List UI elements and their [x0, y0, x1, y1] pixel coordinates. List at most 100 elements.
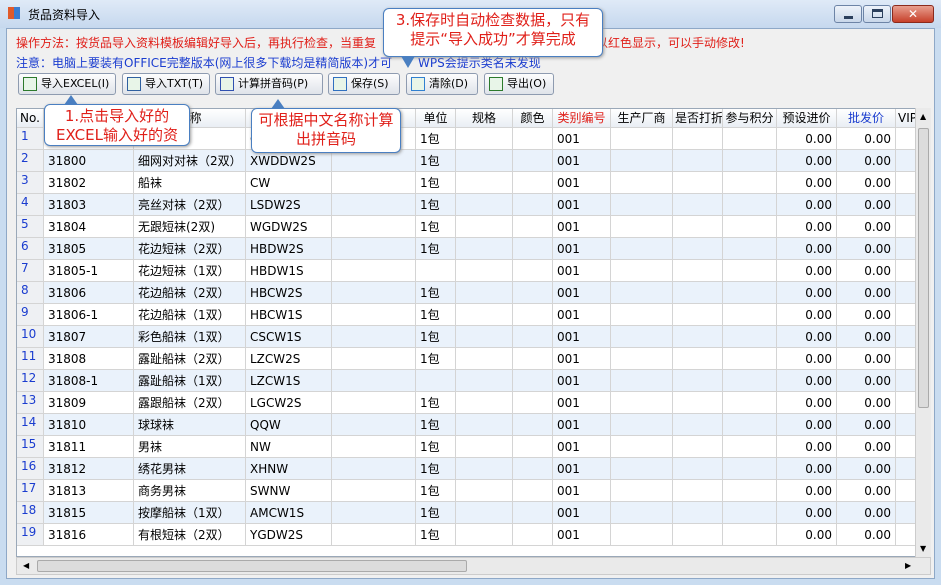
- close-button[interactable]: ✕: [892, 5, 934, 23]
- toolbar-button[interactable]: 导入EXCEL(I): [18, 73, 116, 95]
- toolbar-button[interactable]: 导入TXT(T): [122, 73, 210, 95]
- minimize-button[interactable]: [834, 5, 862, 23]
- table-cell: 001: [553, 304, 611, 326]
- window-title: 货品资料导入: [28, 8, 101, 22]
- table-cell: 1包: [416, 194, 456, 216]
- column-header[interactable]: 参与积分: [723, 109, 777, 128]
- table-cell: 球球袜: [134, 414, 246, 436]
- table-row[interactable]: [44, 436, 930, 458]
- table-row[interactable]: [44, 414, 930, 436]
- table-cell: 绣花男袜: [134, 458, 246, 480]
- table-cell: 31806-1: [44, 304, 134, 326]
- table-cell: 31813: [44, 480, 134, 502]
- table-cell: 0.00: [837, 326, 896, 348]
- table-cell: 001: [553, 458, 611, 480]
- table-cell: 31808-1: [44, 370, 134, 392]
- row-number: 14: [17, 414, 44, 436]
- table-cell: 商务男袜: [134, 480, 246, 502]
- table-cell: 1包: [416, 458, 456, 480]
- maximize-button[interactable]: [863, 5, 891, 23]
- table-row[interactable]: [44, 524, 930, 546]
- column-header[interactable]: 预设进价: [777, 109, 837, 128]
- table-cell: 0.00: [777, 194, 837, 216]
- table-cell: [896, 304, 916, 326]
- table-cell: [673, 458, 723, 480]
- table-cell: 31811: [44, 436, 134, 458]
- table-cell: [513, 348, 553, 370]
- table-row[interactable]: [44, 370, 930, 392]
- table-cell: [723, 238, 777, 260]
- button-icon: [411, 77, 425, 91]
- table-cell: [456, 502, 513, 524]
- table-row[interactable]: [44, 282, 930, 304]
- horizontal-scrollbar[interactable]: ◀ ▶: [16, 557, 931, 575]
- table-cell: 001: [553, 414, 611, 436]
- row-number: 10: [17, 326, 44, 348]
- table-cell: 001: [553, 172, 611, 194]
- table-cell: [723, 524, 777, 546]
- table-cell: 0.00: [777, 282, 837, 304]
- table-row[interactable]: [44, 172, 930, 194]
- table-cell: [723, 304, 777, 326]
- scroll-thumb[interactable]: [37, 560, 467, 572]
- table-row[interactable]: [44, 216, 930, 238]
- table-cell: YGDW2S: [246, 524, 332, 546]
- table-cell: 1包: [416, 348, 456, 370]
- table-row[interactable]: [44, 304, 930, 326]
- table-cell: [673, 436, 723, 458]
- table-cell: [673, 128, 723, 150]
- table-cell: 0.00: [837, 436, 896, 458]
- table-row[interactable]: [44, 194, 930, 216]
- table-cell: 001: [553, 260, 611, 282]
- column-header[interactable]: 单位: [416, 109, 456, 128]
- table-cell: [332, 260, 416, 282]
- column-header[interactable]: 是否打折: [673, 109, 723, 128]
- table-cell: 0.00: [837, 238, 896, 260]
- scroll-left[interactable]: ◀: [23, 561, 30, 570]
- table-cell: [896, 150, 916, 172]
- table-cell: [513, 524, 553, 546]
- table-cell: 无跟短袜(2双): [134, 216, 246, 238]
- table-cell: [723, 458, 777, 480]
- toolbar-button[interactable]: 导出(O): [484, 73, 554, 95]
- table-cell: [456, 128, 513, 150]
- table-row[interactable]: [44, 502, 930, 524]
- column-header[interactable]: No.: [17, 109, 44, 128]
- table-cell: [513, 480, 553, 502]
- table-cell: 花边短袜（2双）: [134, 238, 246, 260]
- table-cell: 31815: [44, 502, 134, 524]
- table-row[interactable]: [44, 392, 930, 414]
- table-row[interactable]: [44, 458, 930, 480]
- table-row[interactable]: [44, 150, 930, 172]
- scroll-thumb[interactable]: [918, 128, 929, 408]
- table-row[interactable]: [44, 348, 930, 370]
- table-cell: [332, 150, 416, 172]
- table-row[interactable]: [44, 480, 930, 502]
- toolbar-button[interactable]: 保存(S): [328, 73, 400, 95]
- column-header[interactable]: 生产厂商: [611, 109, 673, 128]
- toolbar-button[interactable]: 计算拼音码(P): [215, 73, 323, 95]
- scroll-right[interactable]: ▶: [905, 561, 912, 570]
- table-row[interactable]: [44, 326, 930, 348]
- column-header[interactable]: 批发价: [837, 109, 896, 128]
- column-header[interactable]: VIP: [896, 109, 916, 128]
- scroll-down[interactable]: ▼: [920, 544, 927, 553]
- table-cell: 31805: [44, 238, 134, 260]
- scroll-up[interactable]: ▲: [920, 112, 927, 121]
- column-header[interactable]: 规格: [456, 109, 513, 128]
- table-cell: [723, 260, 777, 282]
- table-cell: 露趾船袜（1双）: [134, 370, 246, 392]
- table-cell: [456, 150, 513, 172]
- vertical-scrollbar[interactable]: ▲ ▼: [915, 108, 931, 557]
- table-cell: [723, 326, 777, 348]
- table-cell: [723, 502, 777, 524]
- column-header[interactable]: 类别编号: [553, 109, 611, 128]
- row-number: 18: [17, 502, 44, 524]
- table-row[interactable]: [44, 260, 930, 282]
- table-cell: SWNW: [246, 480, 332, 502]
- column-header[interactable]: 颜色: [513, 109, 553, 128]
- toolbar-button[interactable]: 清除(D): [406, 73, 478, 95]
- table-cell: [332, 282, 416, 304]
- table-row[interactable]: [44, 238, 930, 260]
